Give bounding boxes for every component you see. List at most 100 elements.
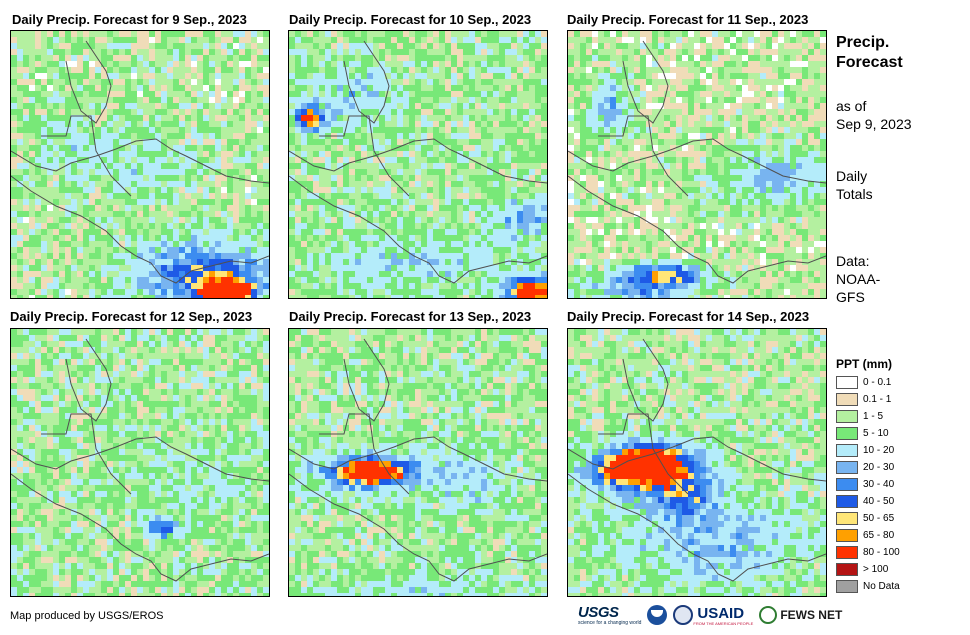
precip-cell bbox=[349, 73, 355, 79]
precip-cell bbox=[209, 145, 215, 151]
precip-cell bbox=[173, 241, 179, 247]
precip-cell bbox=[445, 223, 451, 229]
precip-cell bbox=[355, 169, 361, 175]
precip-cell bbox=[700, 49, 706, 55]
precip-cell bbox=[107, 109, 113, 115]
precip-cell bbox=[646, 181, 652, 187]
precip-cell bbox=[173, 85, 179, 91]
precip-cell bbox=[463, 49, 469, 55]
precip-cell bbox=[155, 103, 161, 109]
precip-cell bbox=[790, 55, 796, 61]
precip-cell bbox=[409, 271, 415, 277]
precip-cell bbox=[143, 85, 149, 91]
precip-cell bbox=[724, 37, 730, 43]
precip-cell bbox=[604, 169, 610, 175]
precip-cell bbox=[772, 61, 778, 67]
precip-cell bbox=[47, 73, 53, 79]
precip-cell bbox=[191, 37, 197, 43]
precip-cell bbox=[361, 73, 367, 79]
precip-cell bbox=[736, 145, 742, 151]
precip-cell bbox=[592, 79, 598, 85]
precip-cell bbox=[772, 109, 778, 115]
precip-cell bbox=[149, 91, 155, 97]
precip-cell bbox=[397, 109, 403, 115]
precip-cell bbox=[670, 61, 676, 67]
precip-cell bbox=[481, 169, 487, 175]
precip-cell bbox=[517, 247, 523, 253]
precip-cell bbox=[421, 37, 427, 43]
precip-cell bbox=[209, 73, 215, 79]
precip-cell bbox=[748, 49, 754, 55]
precip-cell bbox=[493, 283, 499, 289]
precip-cell bbox=[53, 271, 59, 277]
precip-cell bbox=[47, 145, 53, 151]
precip-cell bbox=[379, 73, 385, 79]
precip-cell bbox=[361, 235, 367, 241]
precip-cell bbox=[319, 295, 325, 298]
precip-cell bbox=[245, 97, 251, 103]
precip-cell bbox=[143, 181, 149, 187]
precip-cell bbox=[397, 73, 403, 79]
precip-cell bbox=[385, 235, 391, 241]
precip-cell bbox=[251, 85, 257, 91]
precip-cell bbox=[475, 259, 481, 265]
precip-cell bbox=[71, 175, 77, 181]
precip-cell bbox=[682, 169, 688, 175]
precip-cell bbox=[421, 265, 427, 271]
precip-cell bbox=[11, 271, 17, 277]
precip-cell bbox=[397, 151, 403, 157]
precip-cell bbox=[634, 175, 640, 181]
precip-cell bbox=[634, 61, 640, 67]
precip-cell bbox=[586, 91, 592, 97]
precip-cell bbox=[289, 139, 295, 145]
precip-cell bbox=[221, 79, 227, 85]
precip-cell bbox=[409, 283, 415, 289]
precip-cell bbox=[391, 97, 397, 103]
precip-cell bbox=[83, 79, 89, 85]
precip-cell bbox=[676, 103, 682, 109]
precip-cell bbox=[568, 67, 574, 73]
precip-cell bbox=[113, 85, 119, 91]
precip-cell bbox=[11, 211, 17, 217]
precip-cell bbox=[185, 133, 191, 139]
precip-cell bbox=[71, 151, 77, 157]
precip-cell bbox=[415, 289, 421, 295]
precip-cell bbox=[227, 193, 233, 199]
precip-cell bbox=[59, 169, 65, 175]
precip-cell bbox=[325, 217, 331, 223]
precip-cell bbox=[652, 67, 658, 73]
precip-cell bbox=[77, 217, 83, 223]
precip-cell bbox=[385, 61, 391, 67]
precip-cell bbox=[289, 49, 295, 55]
precip-cell bbox=[622, 37, 628, 43]
precip-cell bbox=[47, 175, 53, 181]
precip-cell bbox=[568, 109, 574, 115]
precip-cell bbox=[107, 247, 113, 253]
precip-cell bbox=[17, 223, 23, 229]
precip-cell bbox=[790, 139, 796, 145]
precip-cell bbox=[541, 157, 547, 163]
precip-cell bbox=[155, 289, 161, 295]
precip-cell bbox=[397, 283, 403, 289]
precip-cell bbox=[355, 211, 361, 217]
precip-cell bbox=[173, 115, 179, 121]
precip-cell bbox=[397, 271, 403, 277]
precip-cell bbox=[155, 97, 161, 103]
precip-cell bbox=[511, 169, 517, 175]
precip-cell bbox=[361, 295, 367, 298]
precip-cell bbox=[499, 205, 505, 211]
precip-cell bbox=[319, 187, 325, 193]
precip-cell bbox=[373, 283, 379, 289]
precip-cell bbox=[119, 211, 125, 217]
precip-cell bbox=[77, 97, 83, 103]
precip-cell bbox=[155, 37, 161, 43]
precip-cell bbox=[670, 97, 676, 103]
precip-cell bbox=[107, 37, 113, 43]
precip-cell bbox=[712, 175, 718, 181]
precip-cell bbox=[487, 223, 493, 229]
precip-cell bbox=[59, 271, 65, 277]
precip-cell bbox=[475, 73, 481, 79]
precip-cell bbox=[694, 109, 700, 115]
precip-cell bbox=[71, 199, 77, 205]
precip-cell bbox=[197, 115, 203, 121]
